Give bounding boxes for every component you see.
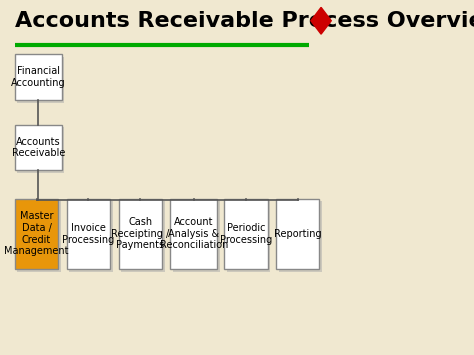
Polygon shape (311, 7, 331, 34)
Text: Periodic
Processing: Periodic Processing (219, 223, 272, 245)
FancyBboxPatch shape (15, 54, 62, 100)
Text: Account
Analysis &
Reconciliation: Account Analysis & Reconciliation (160, 217, 228, 251)
FancyBboxPatch shape (15, 125, 62, 170)
FancyBboxPatch shape (18, 127, 64, 173)
FancyBboxPatch shape (276, 199, 319, 269)
Text: Financial
Accounting: Financial Accounting (11, 66, 65, 88)
FancyBboxPatch shape (69, 201, 113, 272)
FancyBboxPatch shape (67, 199, 110, 269)
Text: Accounts Receivable Process Overview: Accounts Receivable Process Overview (15, 11, 474, 31)
FancyBboxPatch shape (227, 201, 270, 272)
FancyBboxPatch shape (121, 201, 165, 272)
FancyBboxPatch shape (279, 201, 322, 272)
Text: Reporting: Reporting (274, 229, 321, 239)
Text: Cash
Receipting /
Payments: Cash Receipting / Payments (111, 217, 169, 251)
Text: Invoice
Processing: Invoice Processing (62, 223, 115, 245)
FancyBboxPatch shape (15, 199, 58, 269)
FancyBboxPatch shape (18, 57, 64, 103)
Text: Accounts
Receivable: Accounts Receivable (11, 137, 65, 158)
FancyBboxPatch shape (171, 199, 217, 269)
FancyBboxPatch shape (173, 201, 220, 272)
FancyBboxPatch shape (224, 199, 267, 269)
FancyBboxPatch shape (18, 201, 61, 272)
Text: Master
Data /
Credit
Management: Master Data / Credit Management (4, 212, 69, 256)
FancyBboxPatch shape (118, 199, 162, 269)
